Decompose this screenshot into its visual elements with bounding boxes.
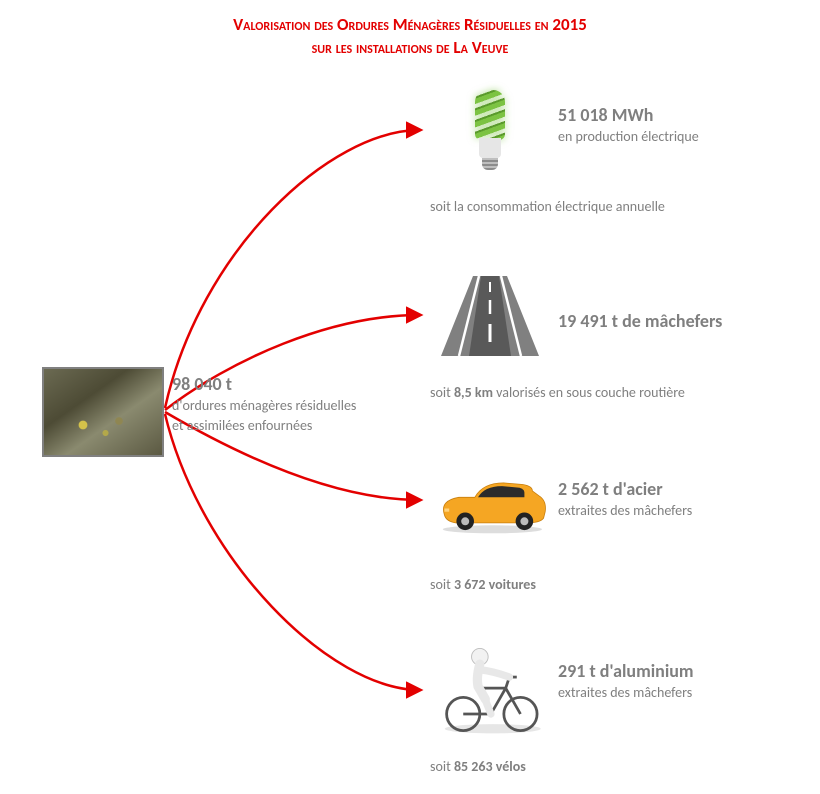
- source-node: 98 040 t d'ordures ménagères résiduelles…: [42, 367, 356, 457]
- source-desc-2: et assimilées enfournées: [172, 417, 356, 435]
- source-value: 98 040 t: [172, 373, 356, 395]
- output-aluminium-sub: soit 85 263 vélos: [430, 758, 526, 775]
- output-acier-value: 2 562 t d'acier: [558, 478, 692, 500]
- cfl-bulb-icon: [465, 90, 515, 180]
- title-line-2: sur les installations de La Veuve: [0, 37, 820, 60]
- waste-photo: [42, 367, 164, 457]
- output-electricity-value: 51 018 MWh: [558, 104, 699, 126]
- title-line-1: Valorisation des Ordures Ménagères Résid…: [0, 14, 820, 37]
- road-icon: [435, 270, 545, 360]
- output-machefers: 19 491 t de mâcheferssoit 8,5 km valoris…: [430, 270, 722, 360]
- output-electricity-desc: en production électrique: [558, 128, 699, 146]
- output-aluminium: 291 t d'aluminium extraites des mâchefers…: [430, 640, 694, 740]
- output-machefers-sub: soit 8,5 km valorisés en sous couche rou…: [430, 384, 685, 401]
- output-machefers-value: 19 491 t de mâchefers: [558, 310, 722, 332]
- output-acier-desc: extraites des mâchefers: [558, 502, 692, 520]
- source-desc-1: d'ordures ménagères résiduelles: [172, 397, 356, 415]
- bicycle-icon: [430, 640, 550, 740]
- car-icon: [430, 460, 550, 545]
- output-electricity: 51 018 MWhen production électriquesoit l…: [430, 90, 699, 180]
- output-electricity-sub: soit la consommation électrique annuelle: [430, 198, 665, 215]
- output-acier-sub: soit 3 672 voitures: [430, 576, 536, 593]
- output-acier: 2 562 t d'acierextraites des mâchefersso…: [430, 460, 692, 545]
- page-title: Valorisation des Ordures Ménagères Résid…: [0, 14, 820, 60]
- output-aluminium-value: 291 t d'aluminium: [558, 660, 694, 682]
- output-aluminium-desc: extraites des mâchefers: [558, 684, 694, 702]
